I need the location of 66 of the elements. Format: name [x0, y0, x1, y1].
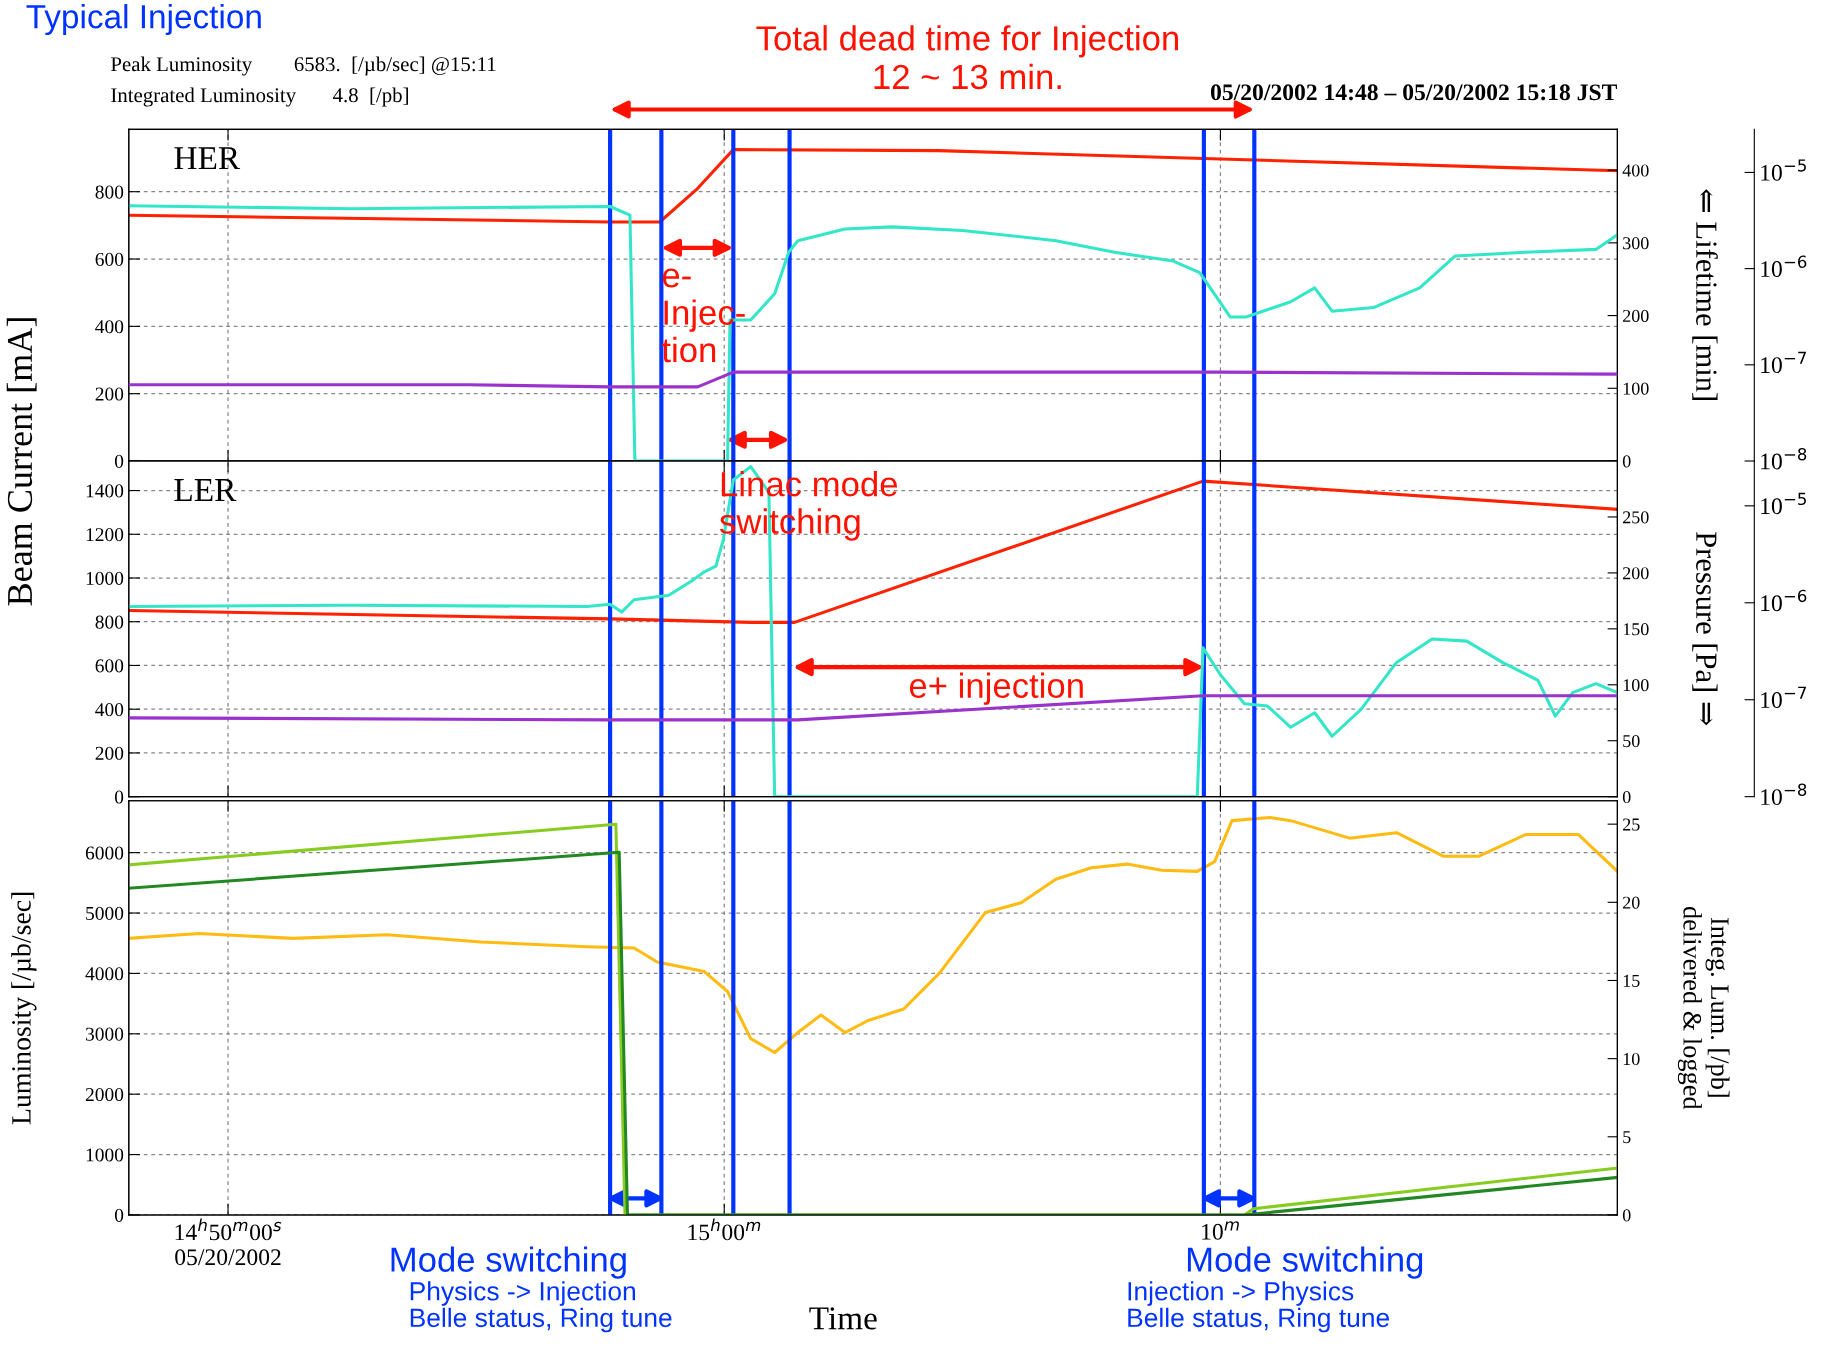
y3-tick-label: 10$^{−7}$	[1761, 686, 1806, 709]
y3-tick-label: 10$^{−5}$	[1761, 159, 1806, 181]
y-tick-label: 200	[95, 387, 124, 401]
text: Total dead time for Injection 12 ~ 13 min.	[756, 25, 1178, 90]
y-tick-label: 2000	[85, 1088, 124, 1102]
y-tick-label: 4000	[85, 967, 124, 981]
y2-tick-label: 10	[1623, 1052, 1640, 1066]
x-tick-label: 14$^{h}$50$^{m}$00$^{s}$ 05/20/2002	[175, 1218, 282, 1266]
y-tick-label: 3000	[85, 1027, 124, 1041]
y2-tick-label: 0	[1622, 455, 1631, 468]
y3-axis-title: Pressure [Pa] ⇒	[1692, 532, 1718, 726]
y2-tick-label: 400	[1622, 164, 1649, 177]
y-tick-label: 1000	[86, 571, 124, 585]
y-tick-label: 400	[95, 703, 124, 717]
text: Mode switching	[1187, 1246, 1423, 1279]
y2-axis-title: ⇐ Lifetime [min]	[1692, 189, 1718, 400]
y2-tick-label: 20	[1623, 896, 1640, 909]
y3-tick-label: 10$^{−7}$	[1761, 351, 1806, 374]
y-tick-label: 1000	[86, 1148, 124, 1162]
y2-tick-label: 100	[1623, 679, 1649, 692]
y-tick-label: 600	[95, 659, 124, 673]
y2-tick-label: 200	[1623, 309, 1649, 323]
text: 05/20/2002 14:48 – 05/20/2002 15:18 JST	[1210, 84, 1618, 101]
y-axis-title: Luminosity [/µb/sec]	[11, 892, 37, 1125]
y2-tick-label: 5	[1623, 1131, 1631, 1144]
y2-tick-label: 300	[1623, 237, 1649, 250]
y-tick-label: 5000	[86, 906, 124, 920]
annotation: e+ injection	[909, 672, 1083, 705]
text: Physics -> Injection Belle status, Ring tune	[410, 1281, 672, 1333]
y-tick-label: 6000	[85, 846, 124, 860]
y3-tick-label: 10$^{−6}$	[1761, 255, 1807, 278]
y-tick-label: 800	[95, 185, 124, 199]
text: Integrated Luminosity 4.8 [/pb]	[111, 87, 408, 107]
y-tick-label: 1200	[86, 528, 124, 542]
y-tick-label: 400	[95, 320, 124, 334]
y2-tick-label: 25	[1623, 818, 1640, 831]
y2-tick-label: 250	[1623, 511, 1649, 524]
chart-title: HER	[174, 147, 241, 170]
y-axis-title: Beam Current [mA]	[6, 318, 37, 606]
y2-tick-label: 0	[1622, 1209, 1631, 1222]
x-axis-title: Time	[809, 1307, 877, 1330]
y2-tick-label: 100	[1623, 382, 1649, 395]
text: Typical Injection	[26, 4, 261, 36]
y3-tick-label: 10$^{−5}$	[1761, 492, 1806, 515]
y-tick-label: 800	[95, 615, 124, 629]
y2-tick-label: 0	[1622, 790, 1631, 804]
y2-tick-label: 150	[1623, 623, 1649, 636]
text: Mode switching	[391, 1246, 626, 1279]
y-tick-label: 0	[114, 454, 124, 468]
y2-tick-label: 15	[1623, 974, 1640, 987]
x-tick-label: 15$^{h}$00$^{m}$	[688, 1218, 761, 1241]
y3-tick-label: 10$^{−8}$	[1761, 447, 1807, 470]
y-tick-label: 1400	[86, 484, 124, 498]
y3-tick-label: 10$^{−8}$	[1761, 783, 1807, 806]
text: Injection -> Physics Belle status, Ring tune	[1128, 1281, 1390, 1333]
y3-tick-label: 10$^{−6}$	[1761, 589, 1807, 612]
y-tick-label: 0	[114, 1208, 124, 1222]
y-tick-label: 0	[114, 790, 124, 804]
y2-tick-label: 50	[1623, 734, 1640, 748]
y-tick-label: 600	[95, 252, 124, 266]
y2-axis-title: Integ. Lum. [/pb] delivered & logged	[1677, 906, 1730, 1110]
text: Peak Luminosity 6583. [/µb/sec] @15:11	[111, 56, 496, 76]
y2-tick-label: 200	[1623, 567, 1649, 580]
x-tick-label: 10$^{m}$	[1202, 1221, 1239, 1240]
chart-title: LER	[174, 479, 237, 501]
y-tick-label: 200	[95, 746, 124, 760]
